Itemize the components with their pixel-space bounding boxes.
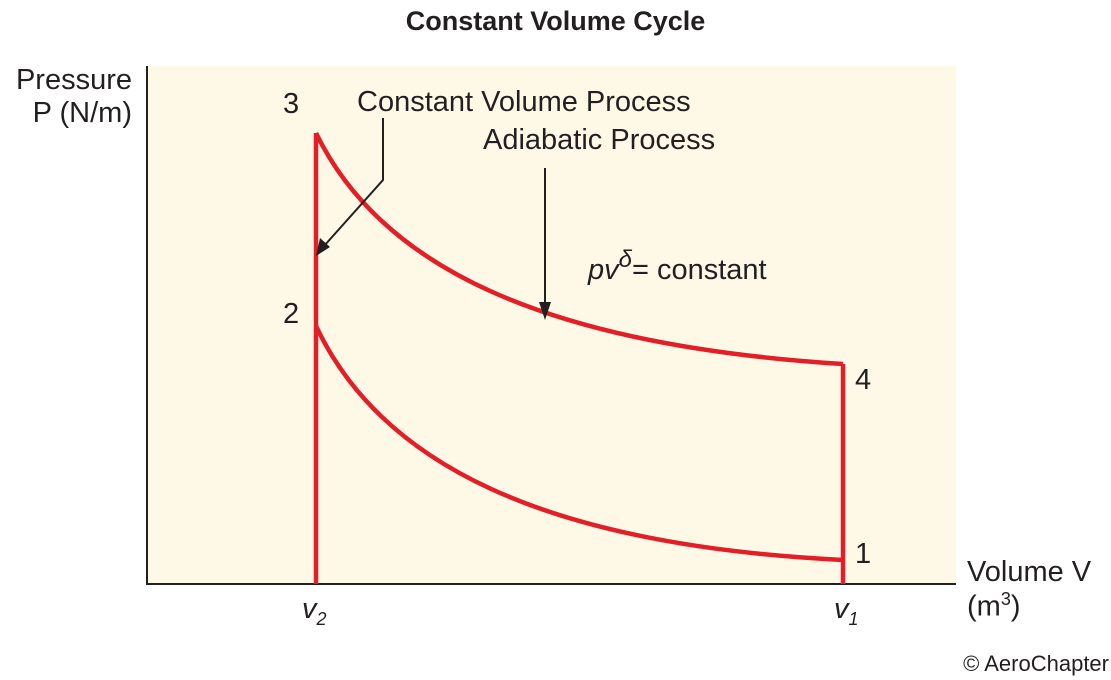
arrowhead-icon — [316, 238, 330, 256]
y-axis-label: Pressure P (N/m) — [16, 64, 132, 130]
point-4-label: 4 — [855, 364, 872, 396]
adiabatic-annotation: Adiabatic Process — [483, 124, 716, 156]
x-axis-label-line2: (m3) — [967, 589, 1021, 623]
tick-v2: v2 — [302, 593, 327, 629]
arrowhead-icon — [539, 302, 551, 320]
point-1-label: 1 — [855, 538, 872, 570]
adiabatic-compression-curve — [313, 325, 844, 563]
equation-annotation: pvδ= constant — [588, 246, 767, 286]
tick-v1: v1 — [834, 593, 859, 629]
x-axis-label: Volume V (m3) — [967, 556, 1091, 624]
diagram-title: Constant Volume Cycle — [405, 6, 706, 36]
point-2-label: 2 — [283, 298, 300, 330]
y-axis-label-line1: Pressure — [15, 64, 132, 96]
plot-background — [148, 66, 956, 584]
point-3-label: 3 — [283, 88, 300, 120]
copyright: © AeroChapter — [963, 651, 1109, 676]
y-axis-label-line2: P (N/m) — [32, 97, 132, 129]
constant-volume-annotation: Constant Volume Process — [357, 86, 691, 118]
constant-volume-arrow — [323, 118, 384, 247]
adiabatic-expansion-curve — [313, 132, 844, 367]
x-axis-label-line1: Volume V — [967, 556, 1092, 588]
